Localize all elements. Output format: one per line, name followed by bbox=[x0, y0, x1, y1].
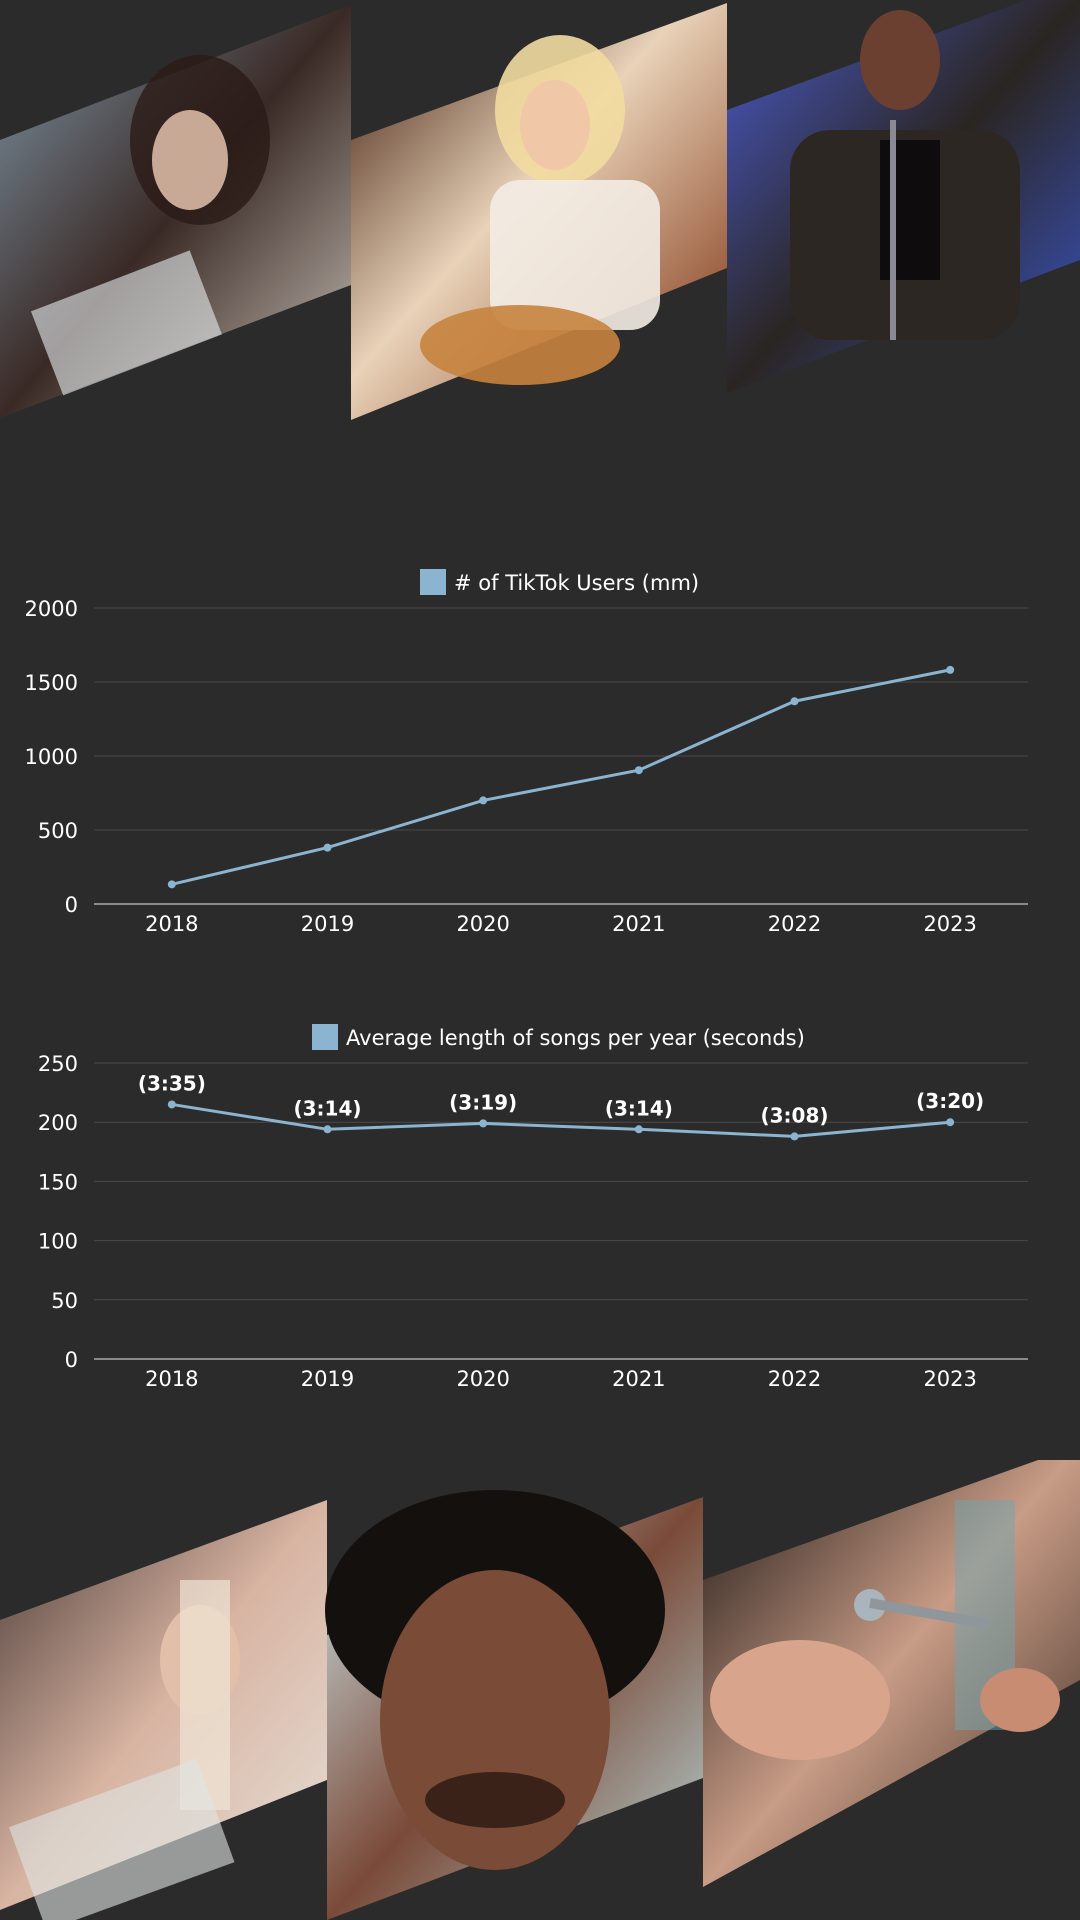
x-tick-label: 2019 bbox=[301, 912, 354, 936]
y-tick-label: 0 bbox=[65, 1348, 78, 1372]
x-tick-label: 2020 bbox=[456, 912, 509, 936]
data-point bbox=[323, 843, 332, 852]
data-point bbox=[323, 1125, 332, 1134]
data-point bbox=[790, 697, 799, 706]
singer-photo-3 bbox=[727, 0, 1080, 393]
singer-photo-1 bbox=[0, 5, 351, 418]
data-label: (3:20) bbox=[916, 1089, 984, 1113]
x-tick-label: 2020 bbox=[456, 1367, 509, 1391]
bottom-photo-strip bbox=[0, 1460, 1080, 1920]
x-tick-label: 2018 bbox=[145, 1367, 198, 1391]
x-tick-label: 2019 bbox=[301, 1367, 354, 1391]
data-label: (3:14) bbox=[293, 1096, 361, 1120]
singer-photo-6 bbox=[703, 1460, 1080, 1887]
y-tick-label: 100 bbox=[38, 1230, 78, 1254]
data-point bbox=[479, 1119, 488, 1128]
y-tick-label: 500 bbox=[38, 819, 78, 843]
x-tick-label: 2023 bbox=[923, 1367, 976, 1391]
x-tick-label: 2021 bbox=[612, 912, 665, 936]
data-point bbox=[479, 796, 488, 805]
x-tick-label: 2023 bbox=[923, 912, 976, 936]
y-tick-label: 2000 bbox=[25, 597, 78, 621]
data-point bbox=[634, 1125, 643, 1134]
x-tick-label: 2018 bbox=[145, 912, 198, 936]
legend-swatch bbox=[312, 1024, 338, 1050]
singer-photo-4 bbox=[0, 1500, 327, 1920]
top-photo-strip bbox=[0, 0, 1080, 420]
data-label: (3:19) bbox=[449, 1090, 517, 1114]
y-tick-label: 200 bbox=[38, 1111, 78, 1135]
data-label: (3:08) bbox=[760, 1103, 828, 1127]
y-tick-label: 250 bbox=[38, 1052, 78, 1076]
legend: Average length of songs per year (second… bbox=[312, 1024, 805, 1050]
x-tick-label: 2022 bbox=[768, 1367, 821, 1391]
data-label: (3:35) bbox=[138, 1071, 206, 1095]
legend-label: # of TikTok Users (mm) bbox=[454, 571, 699, 595]
song-length-chart: Average length of songs per year (second… bbox=[38, 1024, 1028, 1391]
data-point bbox=[634, 766, 643, 775]
y-tick-label: 1000 bbox=[25, 745, 78, 769]
data-point bbox=[946, 1118, 955, 1127]
y-tick-label: 1500 bbox=[25, 671, 78, 695]
legend-label: Average length of songs per year (second… bbox=[346, 1026, 805, 1050]
singer-photo-5 bbox=[325, 1490, 703, 1920]
data-point bbox=[790, 1132, 799, 1141]
singer-photo-2 bbox=[351, 3, 727, 420]
x-tick-label: 2021 bbox=[612, 1367, 665, 1391]
series-line bbox=[171, 1102, 951, 1138]
data-label: (3:14) bbox=[605, 1096, 673, 1120]
tiktok-users-chart: # of TikTok Users (mm) 0500100015002000 … bbox=[25, 569, 1028, 936]
x-tick-label: 2022 bbox=[768, 912, 821, 936]
data-point bbox=[946, 665, 955, 674]
data-point bbox=[167, 880, 176, 889]
data-point bbox=[167, 1100, 176, 1109]
legend-swatch bbox=[420, 569, 446, 595]
y-tick-label: 0 bbox=[65, 893, 78, 917]
legend: # of TikTok Users (mm) bbox=[420, 569, 699, 595]
y-tick-label: 150 bbox=[38, 1170, 78, 1194]
y-tick-label: 50 bbox=[51, 1289, 78, 1313]
series-line bbox=[171, 668, 951, 886]
